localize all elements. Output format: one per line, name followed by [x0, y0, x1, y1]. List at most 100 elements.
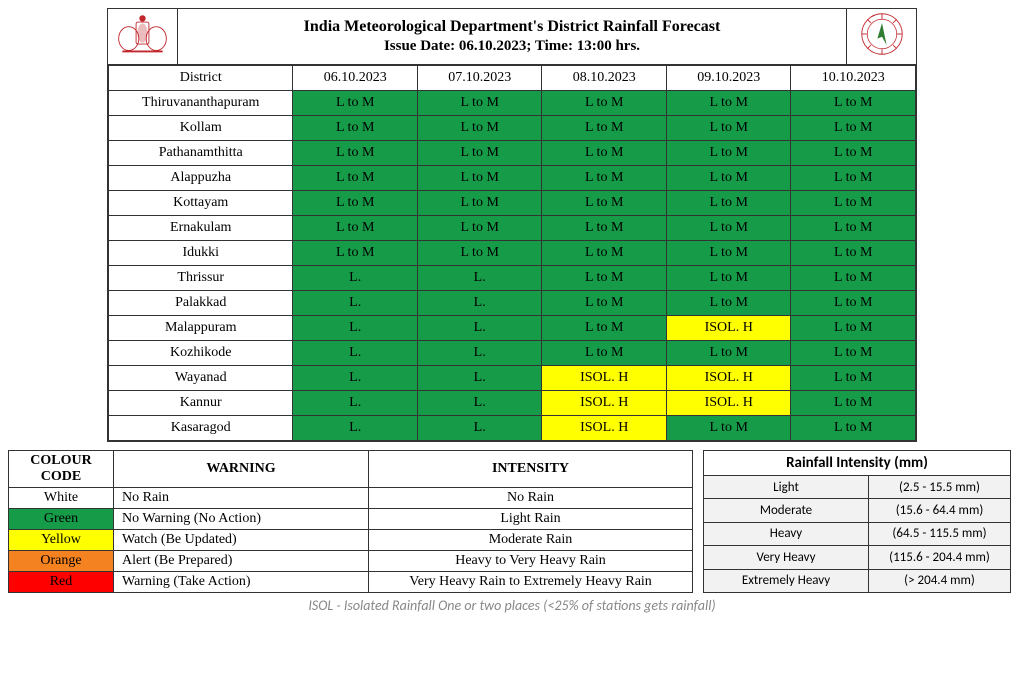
forecast-cell: L to M — [293, 241, 418, 266]
forecast-cell: L to M — [542, 291, 667, 316]
intensity-range-cell: (> 204.4 mm) — [869, 569, 1011, 592]
forecast-cell: L to M — [293, 116, 418, 141]
forecast-cell: L to M — [417, 216, 542, 241]
district-cell: Pathanamthitta — [109, 141, 293, 166]
document-title: India Meteorological Department's Distri… — [178, 18, 846, 36]
district-cell: Ernakulam — [109, 216, 293, 241]
intensity-row: Very Heavy(115.6 - 204.4 mm) — [704, 546, 1011, 569]
forecast-cell: L to M — [417, 241, 542, 266]
district-cell: Kottayam — [109, 191, 293, 216]
header-date: 09.10.2023 — [666, 66, 791, 91]
forecast-cell: L to M — [791, 91, 916, 116]
forecast-cell: L to M — [542, 241, 667, 266]
header-date: 06.10.2023 — [293, 66, 418, 91]
forecast-cell: L. — [293, 291, 418, 316]
legend-warning-cell: No Warning (No Action) — [114, 509, 369, 530]
table-row: AlappuzhaL to ML to ML to ML to ML to M — [109, 166, 916, 191]
forecast-cell: L to M — [542, 191, 667, 216]
imd-logo-icon — [846, 9, 916, 64]
intensity-range-cell: (115.6 - 204.4 mm) — [869, 546, 1011, 569]
forecast-cell: L to M — [666, 141, 791, 166]
header-date: 07.10.2023 — [417, 66, 542, 91]
table-row: ErnakulamL to ML to ML to ML to ML to M — [109, 216, 916, 241]
forecast-cell: L to M — [666, 166, 791, 191]
legend-intensity-cell: Moderate Rain — [369, 530, 693, 551]
intensity-label-cell: Heavy — [704, 522, 869, 545]
district-cell: Kasaragod — [109, 416, 293, 441]
forecast-cell: L. — [417, 391, 542, 416]
forecast-cell: L to M — [791, 316, 916, 341]
legend-code-cell: Orange — [9, 551, 114, 572]
forecast-document: India Meteorological Department's Distri… — [107, 8, 917, 442]
table-row: WayanadL.L.ISOL. HISOL. HL to M — [109, 366, 916, 391]
legend-header-warning: WARNING — [114, 451, 369, 488]
table-row: KottayamL to ML to ML to ML to ML to M — [109, 191, 916, 216]
intensity-row: Heavy(64.5 - 115.5 mm) — [704, 522, 1011, 545]
forecast-cell: L to M — [417, 141, 542, 166]
forecast-cell: L to M — [666, 416, 791, 441]
forecast-cell: ISOL. H — [666, 316, 791, 341]
district-cell: Malappuram — [109, 316, 293, 341]
forecast-cell: L to M — [417, 91, 542, 116]
forecast-cell: ISOL. H — [666, 366, 791, 391]
forecast-cell: L. — [293, 366, 418, 391]
district-cell: Wayanad — [109, 366, 293, 391]
forecast-cell: L. — [293, 266, 418, 291]
forecast-cell: L to M — [791, 191, 916, 216]
forecast-cell: L to M — [293, 141, 418, 166]
forecast-cell: L. — [417, 416, 542, 441]
table-row: ThrissurL.L.L to ML to ML to M — [109, 266, 916, 291]
intensity-row: Light(2.5 - 15.5 mm) — [704, 476, 1011, 499]
intensity-label-cell: Very Heavy — [704, 546, 869, 569]
forecast-cell: L. — [417, 316, 542, 341]
forecast-cell: L to M — [666, 116, 791, 141]
legend-code-cell: Green — [9, 509, 114, 530]
intensity-label-cell: Extremely Heavy — [704, 569, 869, 592]
legend-row: COLOUR CODE WARNING INTENSITY WhiteNo Ra… — [8, 450, 1016, 593]
legend-warning-cell: Warning (Take Action) — [114, 572, 369, 593]
legend-header-intensity: INTENSITY — [369, 451, 693, 488]
forecast-cell: ISOL. H — [666, 391, 791, 416]
forecast-cell: L to M — [417, 191, 542, 216]
forecast-cell: ISOL. H — [542, 366, 667, 391]
district-cell: Alappuzha — [109, 166, 293, 191]
forecast-cell: L to M — [666, 191, 791, 216]
legend-intensity-cell: Heavy to Very Heavy Rain — [369, 551, 693, 572]
forecast-cell: L to M — [791, 241, 916, 266]
table-row: KozhikodeL.L.L to ML to ML to M — [109, 341, 916, 366]
forecast-cell: L to M — [666, 91, 791, 116]
table-row: IdukkiL to ML to ML to ML to ML to M — [109, 241, 916, 266]
table-row: KasaragodL.L.ISOL. HL to ML to M — [109, 416, 916, 441]
forecast-cell: L to M — [542, 316, 667, 341]
legend-intensity-cell: Light Rain — [369, 509, 693, 530]
forecast-cell: L to M — [542, 116, 667, 141]
forecast-cell: L. — [417, 266, 542, 291]
legend-code-cell: White — [9, 488, 114, 509]
forecast-cell: L to M — [791, 216, 916, 241]
legend-row: RedWarning (Take Action)Very Heavy Rain … — [9, 572, 693, 593]
district-cell: Idukki — [109, 241, 293, 266]
forecast-cell: L. — [293, 416, 418, 441]
forecast-cell: L to M — [791, 266, 916, 291]
legend-row: YellowWatch (Be Updated)Moderate Rain — [9, 530, 693, 551]
legend-code-cell: Yellow — [9, 530, 114, 551]
intensity-row: Extremely Heavy(> 204.4 mm) — [704, 569, 1011, 592]
forecast-cell: L. — [293, 316, 418, 341]
forecast-cell: L. — [417, 366, 542, 391]
forecast-cell: ISOL. H — [542, 416, 667, 441]
forecast-cell: L to M — [666, 241, 791, 266]
forecast-cell: L to M — [293, 166, 418, 191]
forecast-cell: L to M — [542, 266, 667, 291]
forecast-cell: L to M — [666, 291, 791, 316]
header-date: 08.10.2023 — [542, 66, 667, 91]
intensity-label-cell: Moderate — [704, 499, 869, 522]
table-row: KannurL.L.ISOL. HISOL. HL to M — [109, 391, 916, 416]
forecast-cell: L to M — [542, 166, 667, 191]
district-cell: Kozhikode — [109, 341, 293, 366]
district-cell: Thrissur — [109, 266, 293, 291]
forecast-cell: L to M — [791, 166, 916, 191]
legend-intensity-cell: No Rain — [369, 488, 693, 509]
table-row: PalakkadL.L.L to ML to ML to M — [109, 291, 916, 316]
forecast-cell: L to M — [666, 216, 791, 241]
table-row: KollamL to ML to ML to ML to ML to M — [109, 116, 916, 141]
